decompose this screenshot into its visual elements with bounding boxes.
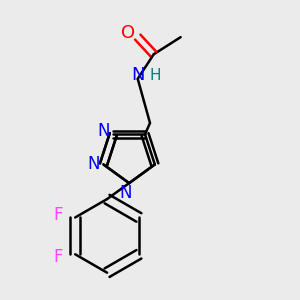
Text: N: N: [97, 122, 110, 140]
Text: F: F: [53, 206, 63, 224]
Text: O: O: [121, 24, 135, 42]
Text: F: F: [53, 248, 63, 266]
Text: N: N: [87, 155, 100, 173]
Text: H: H: [149, 68, 161, 83]
Text: N: N: [131, 66, 145, 84]
Text: N: N: [119, 184, 132, 202]
